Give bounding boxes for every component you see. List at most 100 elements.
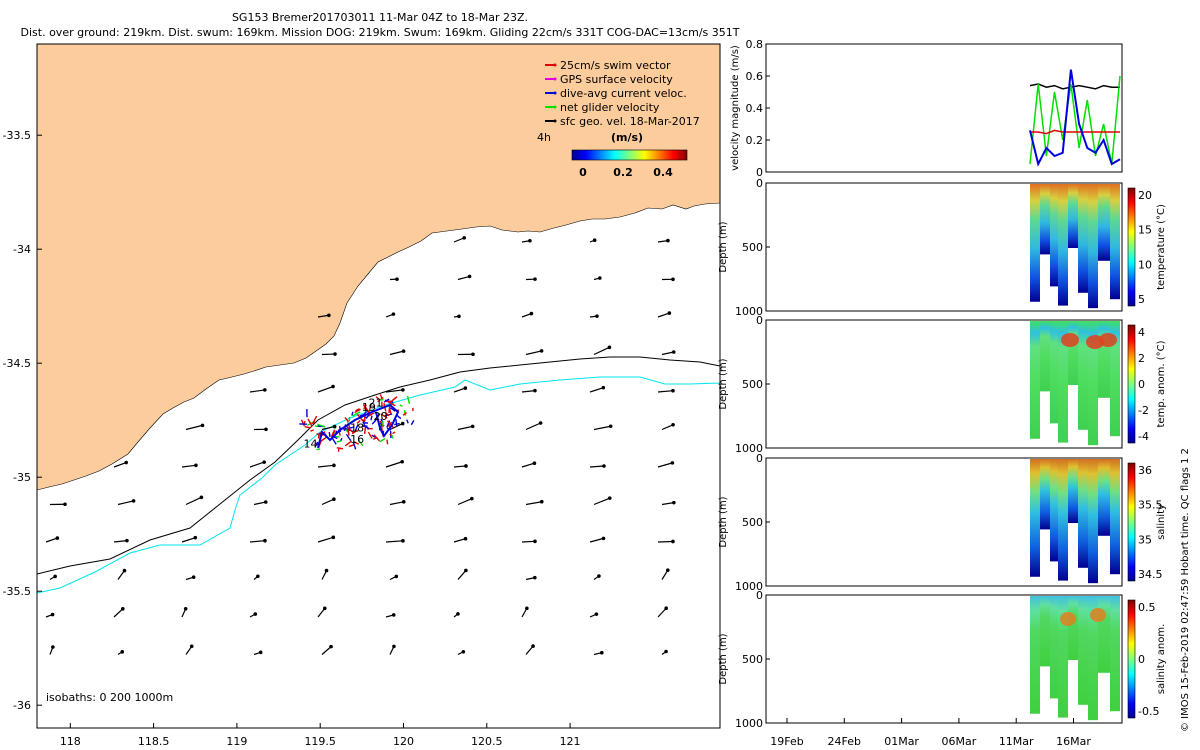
sfc-velocity-arrow [589, 465, 605, 468]
sfc-velocity-arrow [521, 540, 536, 543]
colorbar-title: (m/s) [611, 131, 643, 144]
depth-tick-label: 500 [742, 378, 763, 391]
velocity-y-tick-label: 0 [756, 166, 763, 179]
sfc-velocity-arrow [593, 346, 610, 356]
date-tick-label: 24Feb [828, 735, 861, 748]
depth-tick-label: 0 [756, 452, 763, 465]
legend-swatch-head [553, 91, 557, 95]
depth-axis-label: Depth (m) [718, 496, 729, 547]
map-frame [36, 43, 721, 729]
track-vector [399, 404, 403, 408]
legend-label: sfc geo. vel. 18-Mar-2017 [560, 115, 700, 128]
depth-tick-label: 1000 [735, 580, 763, 593]
track-vector [348, 428, 354, 434]
sfc-velocity-arrowhead [672, 500, 676, 505]
sfc-velocity-arrowhead [256, 574, 260, 579]
legend-swatch-head [553, 119, 557, 123]
track-vector [343, 427, 347, 432]
sfc-velocity-arrowhead [531, 644, 535, 648]
colorbar-tick-label: -4 [1138, 430, 1149, 443]
sfc-velocity-arrowhead [533, 539, 537, 544]
track-vector [403, 409, 407, 416]
track-vector [314, 425, 319, 428]
sfc-velocity-arrow [117, 570, 125, 580]
track-vector [357, 439, 364, 447]
sfc-velocity-arrowhead [464, 568, 468, 573]
track-vector [356, 419, 361, 424]
sfc-velocity-arrowhead [332, 424, 337, 429]
track-vector [365, 426, 370, 430]
velocity-y-tick-label: 0.6 [746, 70, 764, 83]
day-label: 21 [369, 397, 383, 410]
track-vector [384, 411, 390, 417]
sfc-velocity-arrowhead [666, 568, 670, 572]
sfc-velocity-arrow [389, 501, 404, 506]
sfc-velocity-arrow [657, 312, 670, 318]
profile-data-column [1040, 321, 1050, 392]
depth-tick-label: 0 [756, 314, 763, 327]
sfc-velocity-arrow [321, 498, 335, 506]
track-vector [390, 396, 398, 403]
map-y-tick-label: -34 [13, 243, 31, 256]
map-x-tick-label: 121 [560, 735, 581, 748]
colorbar-label: temp. anom. (°C) [1156, 340, 1167, 427]
sfc-velocity-arrowhead [666, 238, 670, 243]
sfc-velocity-arrowhead [262, 460, 266, 464]
legend-label: net glider velocity [560, 101, 660, 114]
sfc-velocity-arrowhead [594, 612, 599, 616]
sfc-velocity-arrowhead [601, 385, 606, 390]
track-vector [402, 412, 407, 416]
track-vector [389, 407, 396, 412]
sfc-velocity-arrow [661, 569, 669, 580]
sfc-velocity-arrowhead [539, 499, 544, 504]
track-vector [311, 415, 318, 425]
date-tick-label: 19Feb [770, 735, 803, 748]
profile-data-column [1058, 321, 1068, 443]
sfc-velocity-arrowhead [263, 538, 267, 543]
sfc-velocity-arrow [117, 500, 134, 506]
profile-data-column [1110, 459, 1120, 575]
profile-data-column [1078, 596, 1088, 705]
colorbar-tick-label: 15 [1138, 224, 1152, 237]
sfc-velocity-arrow [317, 464, 334, 468]
depth-tick-label: 500 [742, 653, 763, 666]
map-y-tick-label: -34.5 [3, 357, 31, 370]
profile-panel-4: 0 500 1000 Depth (m) 0.5 0 -0.5 salinity anom. [718, 589, 1167, 730]
profile-colorbar [1127, 324, 1136, 444]
velocity-series-dac [1029, 69, 1121, 167]
date-tick-label: 01Mar [884, 735, 919, 748]
profile-data-column [1030, 459, 1040, 577]
colorbar-tick-label: -2 [1138, 404, 1149, 417]
track-vector [368, 406, 372, 413]
sfc-velocity-arrow [657, 607, 667, 618]
day-label: 19 [362, 401, 376, 414]
sfc-velocity-arrowhead [124, 460, 129, 465]
surface-velocity-field [45, 236, 676, 656]
track-vector [379, 398, 384, 401]
sfc-velocity-arrowhead [331, 384, 335, 389]
colorbar-label: salinity anom. [1156, 624, 1167, 695]
track-vector [375, 396, 380, 400]
velocity-y-tick-label: 0.4 [746, 102, 764, 115]
track-vector [332, 429, 336, 437]
speed-colorbar [571, 149, 688, 161]
profile-data-column [1088, 596, 1098, 721]
colorbar-tick-label: 0.5 [1138, 601, 1156, 614]
sfc-velocity-arrowhead [120, 607, 125, 611]
map-panel: 118 118.5 119 119.5 120 120.5 121 -33.5 -34 -34.5… [3, 43, 721, 748]
day-label: 18 [350, 422, 364, 435]
sfc-velocity-arrowhead [322, 606, 327, 611]
profile-data-column [1030, 321, 1040, 439]
sfc-velocity-arrow [521, 390, 535, 393]
sfc-velocity-arrow [185, 424, 203, 431]
profile-data-column [1098, 184, 1110, 261]
track-vector [383, 398, 390, 403]
depth-axis-label: Depth (m) [718, 358, 729, 409]
sfc-velocity-arrowhead [470, 496, 474, 501]
sfc-velocity-arrowhead [401, 500, 406, 504]
legend-label: GPS surface velocity [560, 73, 673, 86]
profile-data-column [1058, 184, 1068, 306]
anomaly-blob [1099, 333, 1117, 347]
sfc-velocity-arrow [661, 502, 674, 506]
track-vector [354, 424, 359, 431]
